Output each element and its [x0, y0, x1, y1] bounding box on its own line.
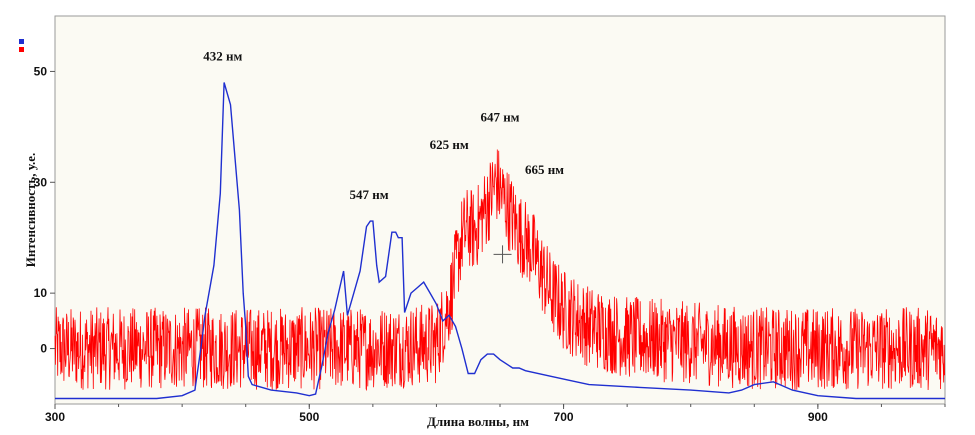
y-tick-label: 30 [34, 175, 48, 189]
axes-layer: 300 500 700 900 0 10 30 50 [34, 64, 946, 424]
y-tick-label: 50 [34, 64, 48, 78]
x-tick-label: 500 [299, 410, 319, 424]
series-red-line [54, 149, 945, 392]
series-layer [54, 82, 945, 400]
x-tick-label: 700 [554, 410, 574, 424]
y-tick-label: 10 [34, 286, 48, 300]
y-tick-label: 0 [40, 342, 47, 356]
peak-label: 625 нм [430, 137, 469, 152]
legend-marker [19, 47, 24, 52]
legend-marker [19, 39, 24, 44]
labels-layer: 432 нм 547 нм 625 нм 647 нм 665 нм [203, 48, 564, 264]
peak-label: 432 нм [203, 48, 242, 63]
series-blue-line [55, 82, 945, 400]
y-axis-label: Интенсивность, у.е. [23, 153, 38, 268]
x-axis-label: Длина волны, нм [427, 414, 529, 429]
legend [19, 39, 24, 52]
peak-label: 547 нм [349, 187, 388, 202]
peak-label: 665 нм [525, 162, 564, 177]
x-tick-label: 900 [808, 410, 828, 424]
x-tick-label: 300 [45, 410, 65, 424]
peak-label: 647 нм [480, 109, 519, 124]
